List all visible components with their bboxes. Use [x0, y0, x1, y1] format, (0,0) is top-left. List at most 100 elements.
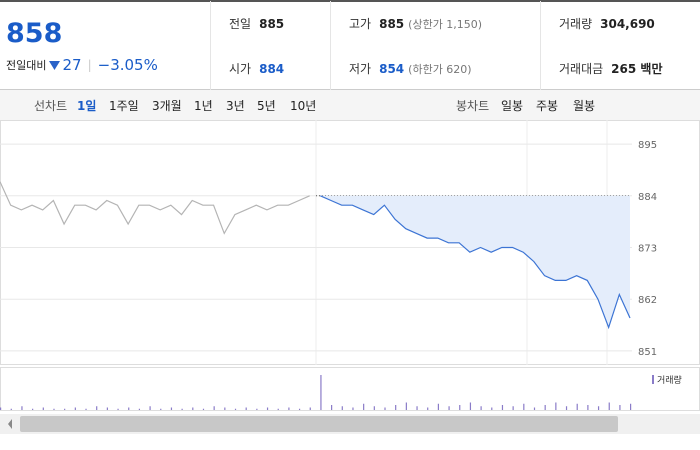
stat: 저가 854 (하한가 620) [330, 46, 540, 91]
stat-value: 884 [259, 61, 285, 76]
change-pct: −3.05% [97, 56, 158, 74]
volume-bar [320, 375, 322, 410]
stat-note: (상한가 1,150) [408, 17, 483, 31]
stat-label: 거래량 [559, 17, 593, 31]
stat-label: 저가 [349, 62, 372, 76]
stat: 전일 885 [210, 1, 330, 46]
volume-bar [395, 405, 397, 410]
volume-bar [405, 402, 407, 410]
volume-bar [630, 403, 632, 410]
volume-bar [309, 407, 311, 410]
tab[interactable]: 3개월 [152, 99, 182, 113]
tab-label: 봉차트 [456, 99, 490, 113]
volume-bar [459, 405, 461, 410]
tab[interactable]: 주봉 [536, 99, 559, 113]
stat-label: 시가 [229, 62, 252, 76]
stat-value: 854 [379, 61, 405, 76]
scroll-thumb[interactable] [20, 416, 618, 432]
volume-bar [53, 408, 55, 410]
change: 27 [62, 56, 82, 74]
volume-bar [352, 407, 354, 410]
volume-bar [0, 407, 2, 410]
volume-bar [448, 406, 450, 410]
volume-bar [160, 408, 162, 410]
volume-bar [384, 407, 386, 410]
volume-bar [544, 405, 546, 410]
tab[interactable]: 5년 [257, 99, 276, 113]
tab[interactable]: 3년 [226, 99, 245, 113]
volume-bar [576, 403, 578, 410]
volume-bar [106, 407, 108, 410]
stat: 시가 884 [210, 46, 330, 91]
volume-bar [587, 405, 589, 410]
change-label: 전일대비 [6, 59, 47, 72]
volume-bar [619, 405, 621, 410]
y-tick-label: 873 [638, 244, 657, 255]
volume-bar [32, 408, 34, 410]
tab[interactable]: 월봉 [573, 99, 596, 113]
volume-bar [234, 408, 237, 410]
volume-bar [341, 406, 343, 410]
stat: 거래량 304,690 [540, 1, 700, 46]
volume-bar [523, 403, 525, 410]
line [0, 181, 310, 235]
volume-bar [85, 408, 87, 410]
volume-bar [597, 406, 600, 410]
stat-value: 265 백만 [611, 62, 663, 76]
volume-bar [74, 407, 76, 410]
stat: 고가 885 (상한가 1,150) [330, 1, 540, 46]
volume-bar [192, 407, 194, 410]
volume-bar [416, 406, 418, 410]
tab-label: 선차트 [34, 99, 68, 113]
tab[interactable]: 일봉 [501, 99, 524, 113]
y-tick-label: 862 [638, 295, 657, 306]
stat-note: (하한가 620) [408, 62, 472, 76]
tab[interactable]: 1년 [194, 99, 213, 113]
volume-bar [202, 408, 205, 410]
volume-bar [149, 406, 151, 410]
volume-bar [213, 406, 215, 410]
down-icon [49, 61, 61, 70]
volume-bar [256, 408, 258, 410]
volume-bar [128, 407, 130, 410]
volume-bar [266, 407, 269, 410]
line [320, 195, 631, 330]
volume-bar [565, 406, 568, 410]
stat-label: 전일 [229, 17, 252, 31]
change-row: 전일대비 27 | −3.05% [6, 56, 158, 74]
volume-bar [224, 407, 226, 410]
volume-bar [608, 402, 610, 410]
y-tick-label: 884 [638, 192, 657, 203]
volume-bar [277, 408, 279, 410]
volume-bar [245, 407, 247, 410]
volume-bar [21, 406, 23, 410]
volume-bar [331, 405, 333, 410]
price: 858 [6, 18, 63, 49]
volume-bar [533, 407, 536, 410]
tab[interactable]: 1일 [77, 99, 97, 113]
volume-bar [181, 408, 183, 410]
stat-value: 885 [259, 16, 285, 31]
volume-bar [138, 408, 141, 410]
volume-bar [10, 408, 12, 410]
y-tick-label: 895 [638, 140, 657, 151]
stat-value: 885 [379, 16, 405, 31]
volume-bar [117, 408, 119, 410]
volume-bar [363, 403, 365, 410]
scroll-left [8, 419, 12, 429]
volume-bar [437, 403, 439, 410]
tab[interactable]: 10년 [290, 99, 317, 113]
volume-bar [555, 402, 557, 410]
volume-bar [298, 408, 301, 410]
tab[interactable]: 1주일 [109, 99, 139, 113]
volume-legend-swatch [652, 375, 654, 384]
stat-label: 거래대금 [559, 62, 604, 76]
volume-bar [480, 406, 482, 410]
volume-panel [0, 367, 700, 411]
y-tick-label: 851 [638, 347, 657, 358]
volume-bar [96, 406, 98, 410]
volume-bar [288, 407, 290, 410]
volume-bar [491, 407, 493, 410]
chart: 851 862 873 884 895 거래량 [0, 120, 700, 434]
